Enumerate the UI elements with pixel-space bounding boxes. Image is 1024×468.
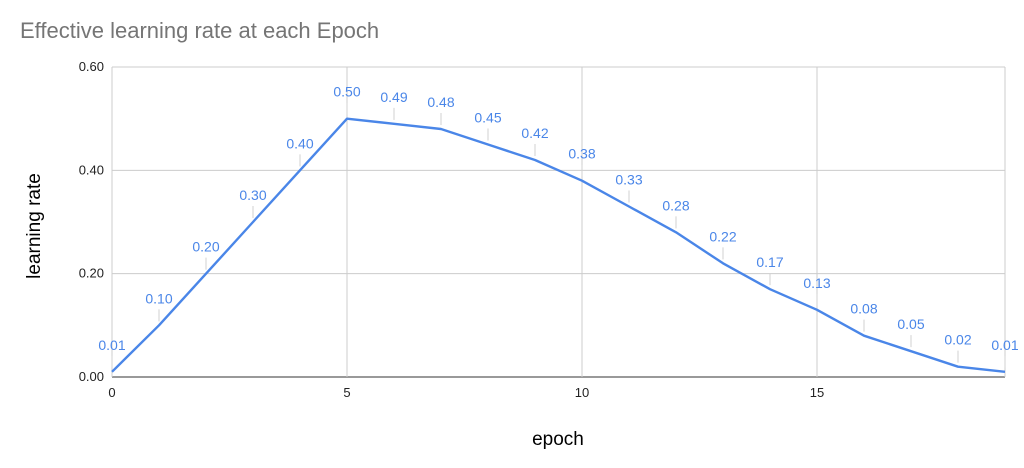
series-layer	[111, 117, 1006, 373]
y-tick-label: 0.40	[79, 162, 104, 177]
data-labels: 0.01 0.10 0.20 0.30 0.40 0.50 0.49 0.48 0.45 0.42…	[98, 84, 1019, 368]
data-label: 0.13	[803, 275, 830, 291]
y-tick-label: 0.60	[79, 59, 104, 74]
data-label: 0.01	[98, 337, 125, 353]
x-tick-label: 5	[343, 385, 350, 400]
data-label: 0.20	[192, 239, 219, 255]
data-label: 0.10	[145, 290, 172, 306]
data-label: 0.40	[286, 135, 313, 151]
data-label: 0.49	[380, 89, 407, 105]
axes: 0.00 0.20 0.40 0.60 0 5 10 15	[79, 59, 825, 400]
data-label: 0.48	[427, 94, 454, 110]
x-tick-label: 10	[575, 385, 589, 400]
x-tick-label: 15	[810, 385, 824, 400]
chart-title: Effective learning rate at each Epoch	[20, 18, 379, 43]
x-tick-label: 0	[108, 385, 115, 400]
series-line	[111, 117, 1006, 373]
data-label: 0.01	[991, 337, 1018, 353]
data-label: 0.42	[521, 125, 548, 141]
data-label: 0.38	[568, 146, 595, 162]
data-label: 0.33	[615, 172, 642, 188]
y-tick-label: 0.00	[79, 369, 104, 384]
data-label: 0.28	[662, 197, 689, 213]
x-axis-title: epoch	[532, 429, 584, 450]
data-label: 0.17	[756, 254, 783, 270]
y-tick-label: 0.20	[79, 266, 104, 281]
data-label: 0.30	[239, 187, 266, 203]
data-label: 0.22	[709, 228, 736, 244]
data-label: 0.08	[850, 301, 877, 317]
y-axis-title: learning rate	[24, 173, 45, 279]
data-label: 0.02	[944, 332, 971, 348]
data-label: 0.50	[333, 84, 360, 100]
data-label: 0.45	[474, 110, 501, 126]
data-label: 0.05	[897, 316, 924, 332]
grid	[111, 66, 1006, 378]
